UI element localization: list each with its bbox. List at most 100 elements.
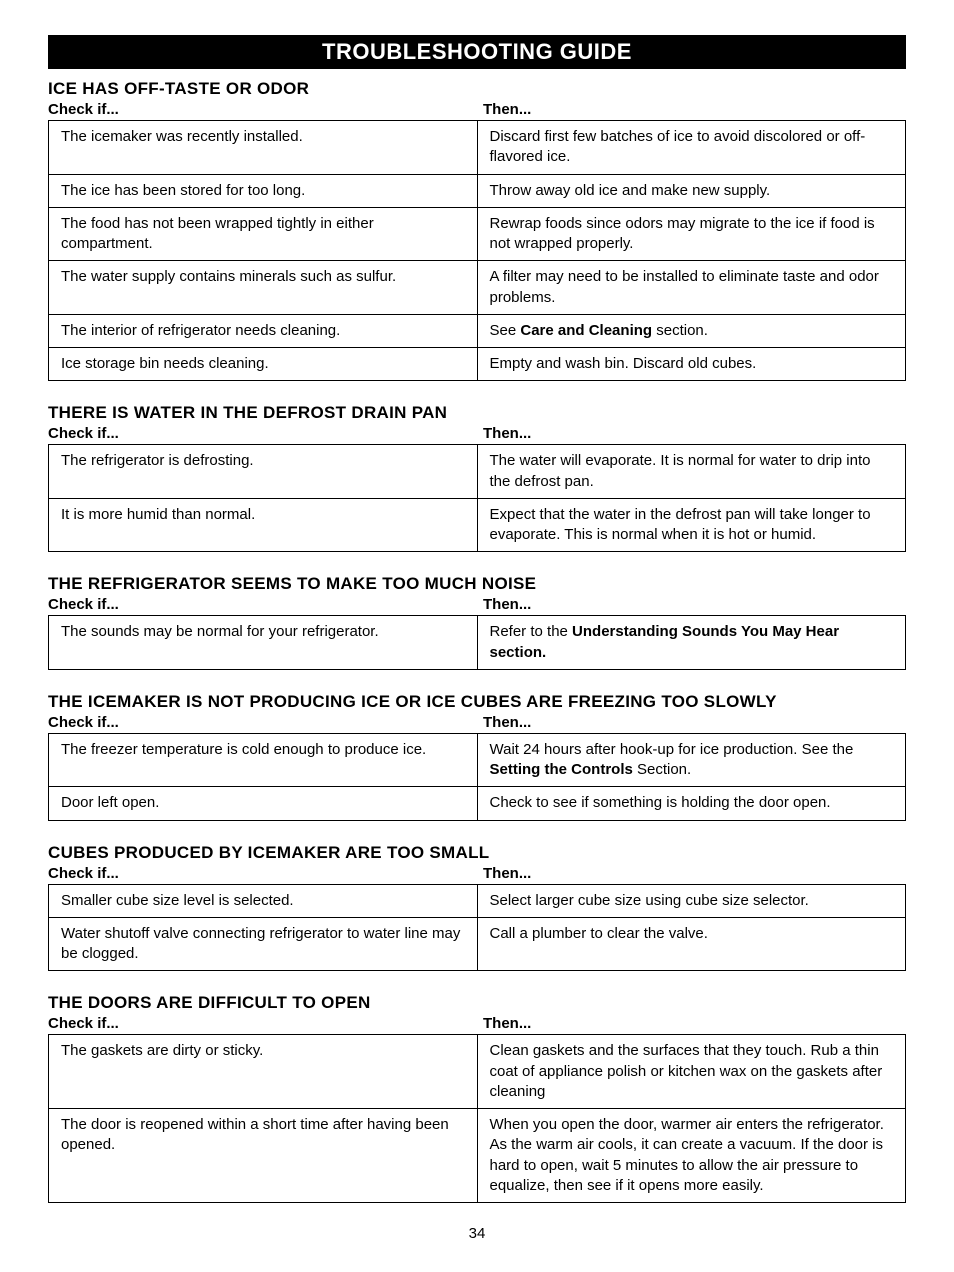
troubleshoot-table: The gaskets are dirty or sticky.Clean ga… <box>48 1034 906 1203</box>
column-headers: Check if...Then... <box>48 1015 906 1032</box>
then-text: Call a plumber to clear the valve. <box>490 925 708 942</box>
then-text: The water will evaporate. It is normal f… <box>490 452 871 489</box>
section-title: CUBES PRODUCED BY ICEMAKER ARE TOO SMALL <box>48 843 906 863</box>
table-row: The ice has been stored for too long. Thr… <box>49 174 906 207</box>
then-text: See <box>490 322 521 339</box>
section-title: ICE HAS OFF-TASTE OR ODOR <box>48 79 906 99</box>
table-row: The sounds may be normal for your refrig… <box>49 616 906 670</box>
table-row: The freezer temperature is cold enough t… <box>49 733 906 787</box>
then-cell: Check to see if something is holding the… <box>477 787 906 820</box>
table-row: The water supply contains minerals such … <box>49 261 906 315</box>
troubleshoot-table: The sounds may be normal for your refrig… <box>48 615 906 670</box>
then-text-post: Section. <box>633 761 691 778</box>
header-then: Then... <box>477 714 906 731</box>
check-if-cell: Door left open. <box>49 787 478 820</box>
troubleshoot-table: The icemaker was recently installed. Disc… <box>48 120 906 381</box>
then-text: A filter may need to be installed to eli… <box>490 268 879 305</box>
then-cell: Discard first few batches of ice to avoi… <box>477 121 906 175</box>
check-if-cell: The door is reopened within a short time… <box>49 1109 478 1203</box>
header-then: Then... <box>477 596 906 613</box>
then-bold-text: Care and Cleaning <box>520 322 652 339</box>
then-text: Check to see if something is holding the… <box>490 794 831 811</box>
page-number: 34 <box>48 1225 906 1242</box>
header-check-if: Check if... <box>48 714 477 731</box>
check-if-cell: Smaller cube size level is selected. <box>49 884 478 917</box>
then-text: Clean gaskets and the surfaces that they… <box>490 1042 883 1100</box>
then-cell: Refer to the Understanding Sounds You Ma… <box>477 616 906 670</box>
check-if-cell: The refrigerator is defrosting. <box>49 445 478 499</box>
then-cell: Expect that the water in the defrost pan… <box>477 498 906 552</box>
table-row: It is more humid than normal. Expect that… <box>49 498 906 552</box>
troubleshoot-section: THE DOORS ARE DIFFICULT TO OPEN Check if.… <box>48 993 906 1203</box>
check-if-cell: The gaskets are dirty or sticky. <box>49 1035 478 1109</box>
section-title: THE REFRIGERATOR SEEMS TO MAKE TOO MUCH … <box>48 574 906 594</box>
table-row: Door left open. Check to see if something… <box>49 787 906 820</box>
then-bold-text: Setting the Controls <box>490 761 633 778</box>
header-check-if: Check if... <box>48 596 477 613</box>
check-if-cell: Water shutoff valve connecting refrigera… <box>49 917 478 971</box>
header-then: Then... <box>477 101 906 118</box>
table-row: The gaskets are dirty or sticky.Clean ga… <box>49 1035 906 1109</box>
then-cell: The water will evaporate. It is normal f… <box>477 445 906 499</box>
then-cell: Empty and wash bin. Discard old cubes. <box>477 348 906 381</box>
header-check-if: Check if... <box>48 1015 477 1032</box>
table-row: Ice storage bin needs cleaning. Empty and… <box>49 348 906 381</box>
check-if-cell: It is more humid than normal. <box>49 498 478 552</box>
header-check-if: Check if... <box>48 425 477 442</box>
then-text: Empty and wash bin. Discard old cubes. <box>490 355 757 372</box>
table-row: The refrigerator is defrosting. The water… <box>49 445 906 499</box>
page-banner: TROUBLESHOOTING GUIDE <box>48 35 906 69</box>
column-headers: Check if...Then... <box>48 714 906 731</box>
table-row: Water shutoff valve connecting refrigera… <box>49 917 906 971</box>
then-cell: Clean gaskets and the surfaces that they… <box>477 1035 906 1109</box>
header-check-if: Check if... <box>48 101 477 118</box>
table-row: The door is reopened within a short time… <box>49 1109 906 1203</box>
column-headers: Check if...Then... <box>48 865 906 882</box>
check-if-cell: The interior of refrigerator needs clean… <box>49 314 478 347</box>
troubleshoot-section: THERE IS WATER IN THE DEFROST DRAIN PAN C… <box>48 403 906 552</box>
then-cell: A filter may need to be installed to eli… <box>477 261 906 315</box>
check-if-cell: The freezer temperature is cold enough t… <box>49 733 478 787</box>
then-cell: Select larger cube size using cube size … <box>477 884 906 917</box>
table-row: The interior of refrigerator needs clean… <box>49 314 906 347</box>
then-text: When you open the door, warmer air enter… <box>490 1116 884 1194</box>
troubleshoot-section: THE ICEMAKER IS NOT PRODUCING ICE OR ICE… <box>48 692 906 821</box>
then-cell: Rewrap foods since odors may migrate to … <box>477 207 906 261</box>
then-text-post: section. <box>652 322 708 339</box>
check-if-cell: The food has not been wrapped tightly in… <box>49 207 478 261</box>
then-text: Rewrap foods since odors may migrate to … <box>490 215 875 252</box>
troubleshoot-table: The freezer temperature is cold enough t… <box>48 733 906 821</box>
header-then: Then... <box>477 1015 906 1032</box>
check-if-cell: The water supply contains minerals such … <box>49 261 478 315</box>
check-if-cell: Ice storage bin needs cleaning. <box>49 348 478 381</box>
header-check-if: Check if... <box>48 865 477 882</box>
troubleshoot-table: Smaller cube size level is selected. Sele… <box>48 884 906 972</box>
check-if-cell: The ice has been stored for too long. <box>49 174 478 207</box>
section-title: THE ICEMAKER IS NOT PRODUCING ICE OR ICE… <box>48 692 906 712</box>
then-text: Discard first few batches of ice to avoi… <box>490 128 866 165</box>
troubleshoot-section: ICE HAS OFF-TASTE OR ODOR Check if...Then… <box>48 79 906 381</box>
section-title: THERE IS WATER IN THE DEFROST DRAIN PAN <box>48 403 906 423</box>
table-row: Smaller cube size level is selected. Sele… <box>49 884 906 917</box>
troubleshoot-section: CUBES PRODUCED BY ICEMAKER ARE TOO SMALL… <box>48 843 906 972</box>
column-headers: Check if...Then... <box>48 596 906 613</box>
then-cell: Call a plumber to clear the valve. <box>477 917 906 971</box>
then-cell: When you open the door, warmer air enter… <box>477 1109 906 1203</box>
check-if-cell: The sounds may be normal for your refrig… <box>49 616 478 670</box>
then-cell: Wait 24 hours after hook-up for ice prod… <box>477 733 906 787</box>
then-text: Throw away old ice and make new supply. <box>490 182 771 199</box>
then-cell: Throw away old ice and make new supply. <box>477 174 906 207</box>
column-headers: Check if...Then... <box>48 101 906 118</box>
header-then: Then... <box>477 425 906 442</box>
then-text: Select larger cube size using cube size … <box>490 892 809 909</box>
then-text: Expect that the water in the defrost pan… <box>490 506 871 543</box>
then-text: Refer to the <box>490 623 573 640</box>
troubleshoot-section: THE REFRIGERATOR SEEMS TO MAKE TOO MUCH … <box>48 574 906 670</box>
column-headers: Check if...Then... <box>48 425 906 442</box>
then-cell: See Care and Cleaning section. <box>477 314 906 347</box>
troubleshoot-table: The refrigerator is defrosting. The water… <box>48 444 906 552</box>
section-title: THE DOORS ARE DIFFICULT TO OPEN <box>48 993 906 1013</box>
check-if-cell: The icemaker was recently installed. <box>49 121 478 175</box>
then-text: Wait 24 hours after hook-up for ice prod… <box>490 741 854 758</box>
header-then: Then... <box>477 865 906 882</box>
